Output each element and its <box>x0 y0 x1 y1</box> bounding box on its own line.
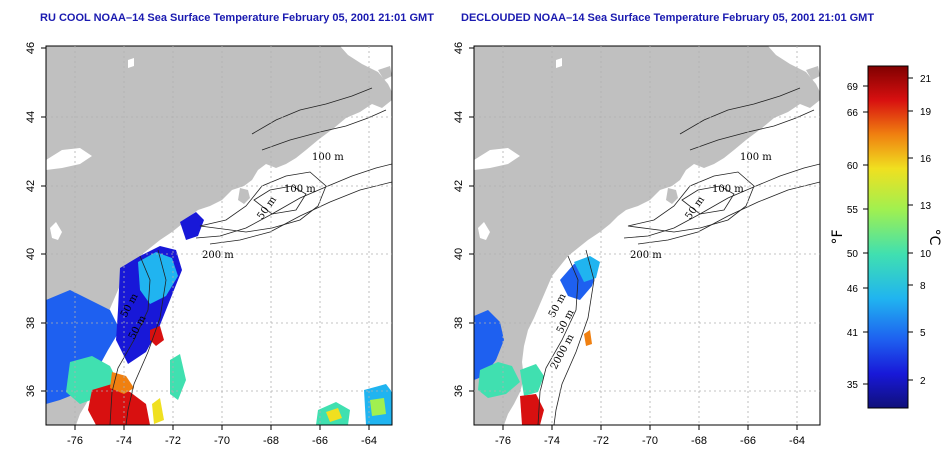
fahrenheit-tick: 55 <box>847 205 859 216</box>
lon-tick-label: -66 <box>740 435 756 447</box>
sst-cyan-shelf <box>574 256 600 282</box>
lon-tick-label: -66 <box>312 435 328 447</box>
lon-tick-label: -70 <box>214 435 230 447</box>
lake <box>478 222 490 240</box>
right-panel-title: DECLOUDED NOAA–14 Sea Surface Temperatur… <box>461 12 875 24</box>
sst-warm-gulfstream <box>88 384 150 425</box>
sst-patch-far-east <box>370 398 386 416</box>
contour-label: 100 m <box>712 184 744 195</box>
sst-blue-north <box>180 212 204 240</box>
lon-tick-label: -64 <box>361 435 377 447</box>
lon-tick-label: -68 <box>691 435 707 447</box>
lat-tick-label: 40 <box>453 248 465 260</box>
contour-label: 200 m <box>630 250 662 261</box>
lat-tick-label: 38 <box>453 317 465 329</box>
bathymetry-contours <box>537 87 820 425</box>
lake <box>128 58 134 68</box>
contour-label: 100 m <box>312 152 344 163</box>
sst-cyan-shelf <box>138 252 178 304</box>
lon-tick-label: -68 <box>263 435 279 447</box>
lat-tick-label: 44 <box>25 111 37 123</box>
fahrenheit-unit-label: °F <box>830 229 846 244</box>
lat-tick-label: 44 <box>453 111 465 123</box>
celsius-unit-label: °C <box>926 229 942 246</box>
bathymetry-contours <box>109 87 392 425</box>
sst-green-shelf <box>520 364 544 396</box>
lake <box>556 58 562 68</box>
celsius-tick: 8 <box>920 281 926 292</box>
lon-tick-label: -64 <box>789 435 805 447</box>
sst-red-spot <box>150 326 164 346</box>
fahrenheit-tick: 46 <box>847 284 859 295</box>
land-mass <box>474 46 820 425</box>
lat-tick-label: 36 <box>453 385 465 397</box>
celsius-tick: 16 <box>920 154 932 165</box>
left-grid <box>46 46 392 425</box>
lat-tick-label: 46 <box>25 42 37 54</box>
celsius-tick: 2 <box>920 376 926 387</box>
right-map-frame <box>473 45 821 426</box>
land-mass <box>46 46 392 425</box>
right-map-panel: -76 -74 -72 -70 -68 -66 -64 36 38 40 42 … <box>453 42 821 447</box>
island <box>378 66 392 80</box>
fahrenheit-tick: 66 <box>847 108 859 119</box>
celsius-tick: 13 <box>920 201 932 212</box>
fahrenheit-tick: 50 <box>847 249 859 260</box>
celsius-tick: 5 <box>920 328 926 339</box>
sst-patch <box>170 354 186 400</box>
sst-cyan-south <box>478 362 520 398</box>
lat-tick-label: 42 <box>25 180 37 192</box>
colorbar-gradient <box>867 65 909 409</box>
cape-cod <box>666 188 678 204</box>
sst-cold-coastal <box>46 290 120 404</box>
right-ticks <box>469 47 798 430</box>
lon-tick-label: -76 <box>495 435 511 447</box>
contour-label: 100 m <box>740 152 772 163</box>
sst-cold-coastal <box>474 310 504 380</box>
sst-patch-east <box>326 408 342 422</box>
celsius-tick: 10 <box>920 249 932 260</box>
left-map-panel: -76 -74 -72 -70 -68 -66 -64 36 38 40 42 … <box>25 42 393 447</box>
sst-warm-gulfstream <box>520 394 544 425</box>
sst-orange-spot <box>584 330 592 346</box>
left-map-frame <box>45 45 393 426</box>
fahrenheit-tick: 41 <box>847 328 859 339</box>
lon-tick-label: -72 <box>165 435 181 447</box>
fahrenheit-tick: 69 <box>847 82 859 93</box>
contour-label: 200 m <box>202 250 234 261</box>
temperature-colorbar: 69 66 60 55 50 46 41 35 21 19 16 13 10 8… <box>830 65 942 409</box>
lon-tick-label: -74 <box>544 435 560 447</box>
sst-patch <box>152 398 164 424</box>
left-ticks <box>41 47 370 430</box>
contour-label: 100 m <box>284 184 316 195</box>
lat-tick-label: 38 <box>25 317 37 329</box>
lat-tick-label: 36 <box>25 385 37 397</box>
island <box>806 66 820 80</box>
lat-tick-label: 46 <box>453 42 465 54</box>
lon-tick-label: -72 <box>593 435 609 447</box>
cape-cod <box>238 188 250 204</box>
lat-tick-label: 40 <box>25 248 37 260</box>
lake <box>46 148 92 170</box>
lake <box>50 222 62 240</box>
lake <box>474 148 520 170</box>
fahrenheit-tick: 35 <box>847 380 859 391</box>
celsius-tick: 21 <box>920 74 932 85</box>
celsius-tick: 19 <box>920 107 932 118</box>
left-panel-title: RU COOL NOAA–14 Sea Surface Temperature … <box>40 12 434 24</box>
lon-tick-label: -74 <box>116 435 132 447</box>
fahrenheit-tick: 60 <box>847 161 859 172</box>
lat-tick-label: 42 <box>453 180 465 192</box>
right-grid <box>474 46 820 425</box>
lon-tick-label: -76 <box>67 435 83 447</box>
lon-tick-label: -70 <box>642 435 658 447</box>
